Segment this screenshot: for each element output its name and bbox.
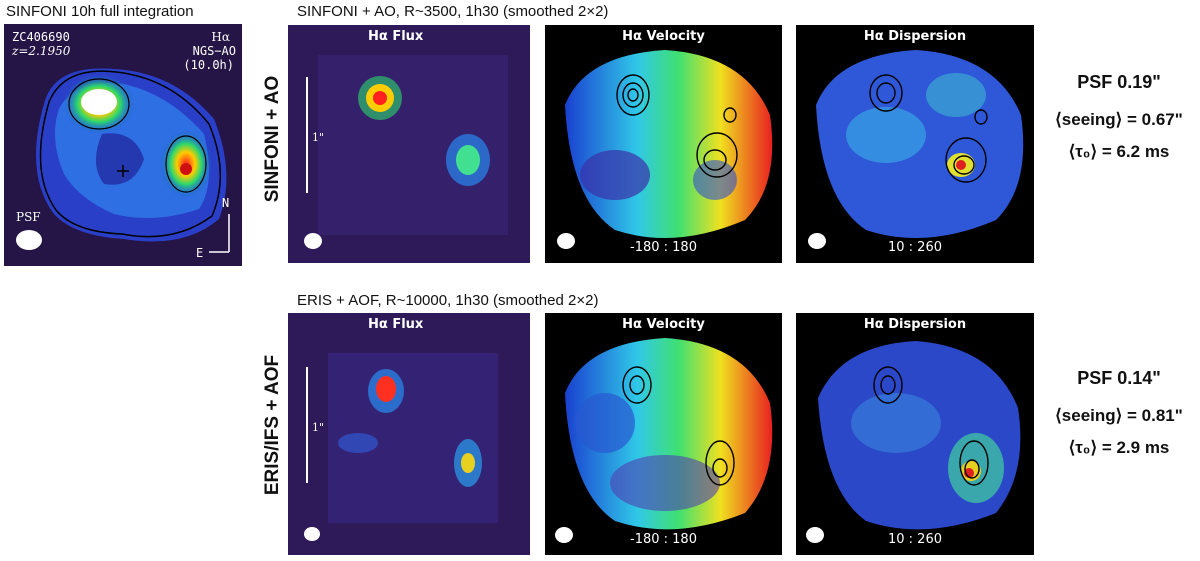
redshift-label: z=2.1950 (12, 44, 71, 58)
row2-seeing: ⟨seeing⟩ = 0.81" (1055, 406, 1183, 425)
row2-flux-panel: Hα Flux 1" (288, 313, 530, 555)
row2-flux-beam (304, 527, 320, 541)
row2-scale-bar (306, 367, 308, 483)
mode-label: NGS−AO (192, 44, 236, 58)
row2-velocity-range: -180 : 180 (630, 532, 697, 547)
row1-dispersion-beam (808, 233, 826, 249)
row1-dispersion-title: Hα Dispersion (863, 29, 967, 44)
row1-scale-label: 1" (312, 131, 325, 144)
row2-caption: ERIS + AOF, R~10000, 1h30 (smoothed 2×2) (297, 292, 599, 309)
row2-dispersion-panel: Hα Dispersion 10 : 260 (796, 313, 1034, 555)
object-id: ZC406690 (12, 30, 70, 44)
north-label: N (222, 196, 230, 210)
row2-psf: PSF 0.14" (1077, 368, 1161, 388)
row1-dispersion-range: 10 : 260 (888, 240, 942, 255)
row2-velocity-beam (555, 527, 573, 543)
row1-velocity-range: -180 : 180 (630, 240, 697, 255)
line-label: Hα (211, 30, 230, 44)
row2-dispersion-beam (806, 527, 824, 543)
reference-map (4, 24, 242, 266)
row1-velocity-title: Hα Velocity (622, 29, 705, 44)
row2-side-label: ERIS/IFS + AOF (262, 354, 283, 496)
row2-dispersion-range: 10 : 260 (888, 532, 942, 547)
row1-side-label: SINFONI + AO (262, 75, 283, 203)
row1-velocity-beam (557, 233, 575, 249)
row2-tau: ⟨τ₀⟩ = 2.9 ms (1068, 438, 1170, 457)
row2-flux-title: Hα Flux (368, 317, 424, 332)
row1-flux-title: Hα Flux (368, 29, 424, 44)
time-label: (10.0h) (183, 58, 234, 72)
row2-velocity-title: Hα Velocity (622, 317, 705, 332)
row1-scale-bar (306, 77, 308, 193)
row1-flux-panel: Hα Flux 1" (288, 25, 530, 263)
psf-label: PSF (16, 210, 41, 224)
reference-image: ZC406690 z=2.1950 Hα NGS−AO (10.0h) PSF … (4, 24, 242, 266)
row2-dispersion-title: Hα Dispersion (863, 317, 967, 332)
row1-psf: PSF 0.19" (1077, 72, 1161, 92)
psf-beam (16, 230, 42, 250)
row1-flux-beam (304, 233, 322, 249)
row2-stats: PSF 0.14" ⟨seeing⟩ = 0.81" ⟨τ₀⟩ = 2.9 ms (1044, 362, 1194, 464)
row1-dispersion-panel: Hα Dispersion 10 : 260 (796, 25, 1034, 263)
row1-seeing: ⟨seeing⟩ = 0.67" (1055, 110, 1183, 129)
row1-tau: ⟨τ₀⟩ = 6.2 ms (1068, 142, 1170, 161)
row1-caption: SINFONI + AO, R~3500, 1h30 (smoothed 2×2… (297, 3, 609, 20)
row2-scale-label: 1" (312, 421, 325, 434)
left-caption: SINFONI 10h full integration (6, 3, 194, 20)
row1-velocity-panel: Hα Velocity -180 : 180 (545, 25, 782, 263)
row2-velocity-panel: Hα Velocity -180 : 180 (545, 313, 782, 555)
east-label: E (196, 246, 204, 260)
row1-stats: PSF 0.19" ⟨seeing⟩ = 0.67" ⟨τ₀⟩ = 6.2 ms (1044, 66, 1194, 168)
